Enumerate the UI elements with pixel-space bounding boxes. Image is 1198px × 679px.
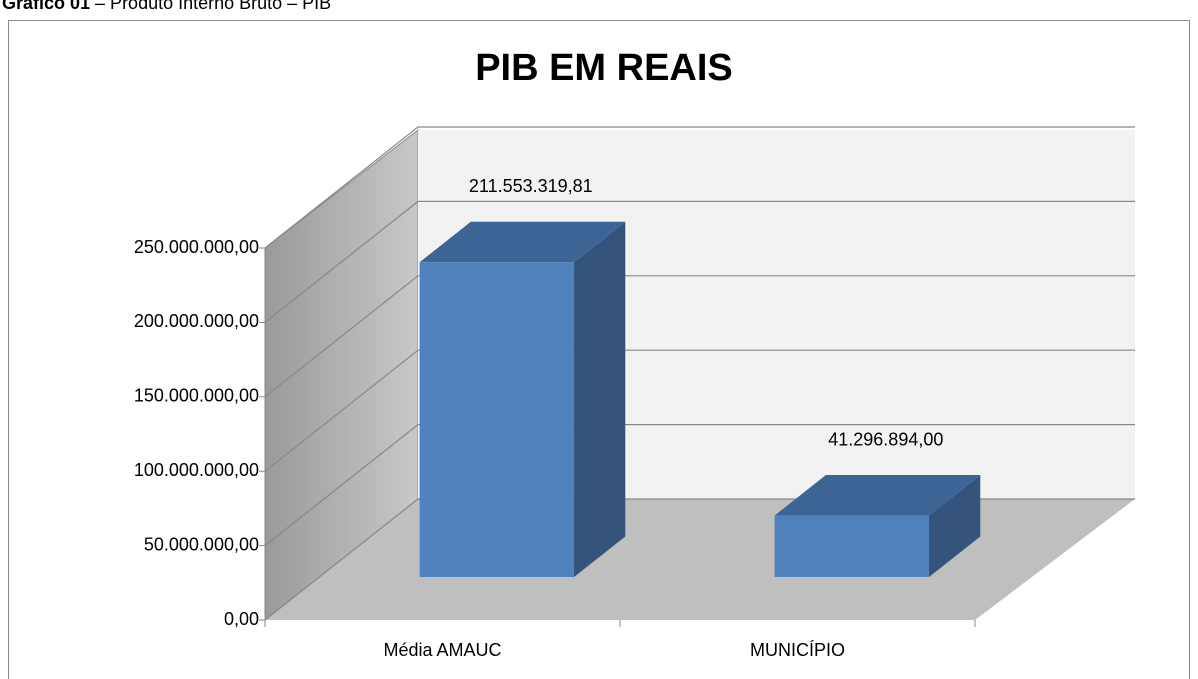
caption: Gráfico 01 – Produto Interno Bruto – PIB (2, 0, 331, 13)
bar-side (574, 221, 626, 578)
y-tick-label: 100.000.000,00 (134, 460, 259, 480)
bar-side (929, 475, 981, 578)
x-tick-label: MUNICÍPIO (750, 640, 845, 660)
caption-text: – Produto Interno Bruto – PIB (90, 0, 331, 13)
y-tick-label: 250.000.000,00 (134, 237, 259, 257)
grid-line (264, 200, 1135, 323)
grid-line (264, 275, 1135, 398)
y-tick-label: 200.000.000,00 (134, 311, 259, 331)
bar (419, 262, 575, 578)
bar (774, 515, 930, 578)
bar-top (419, 221, 626, 263)
y-tick-label: 50.000.000,00 (144, 534, 259, 554)
grid-line (264, 349, 1135, 472)
y-tick-label: 150.000.000,00 (134, 386, 259, 406)
y-tick-label: 0,00 (224, 609, 259, 629)
value-label: 41.296.894,00 (828, 429, 943, 449)
grid-line (264, 126, 1135, 249)
value-label: 211.553.319,81 (469, 176, 593, 196)
caption-label: Gráfico 01 (2, 0, 90, 13)
grid-line (264, 424, 1135, 547)
bar-top (774, 475, 981, 516)
chart-title: PIB EM REAIS (475, 47, 733, 89)
chart-border (8, 20, 1190, 679)
x-tick-label: Média AMAUC (383, 640, 501, 660)
